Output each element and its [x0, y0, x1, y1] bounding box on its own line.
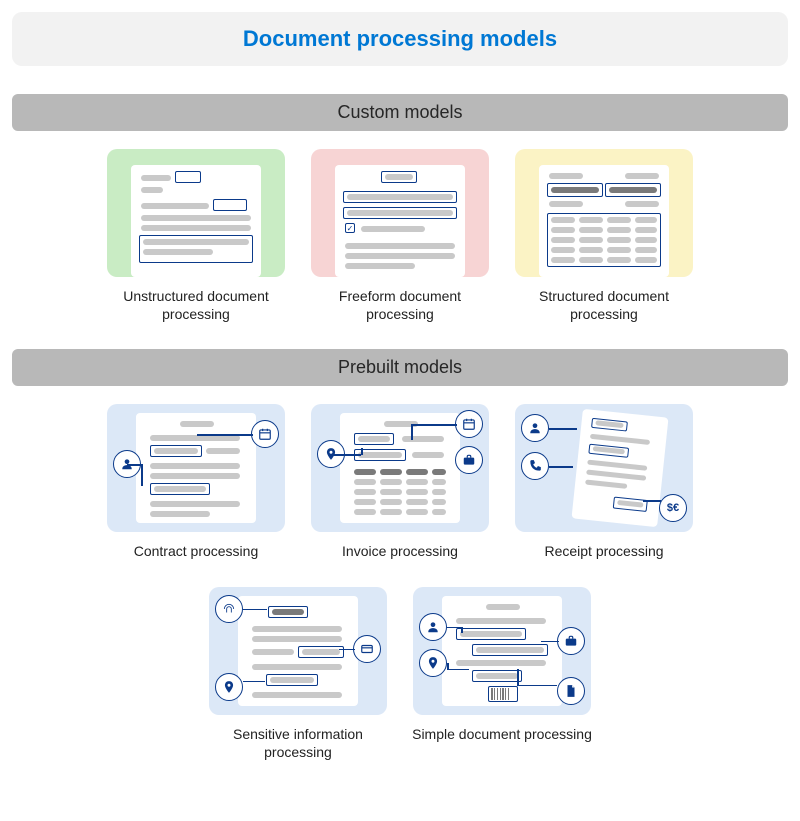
checkbox-icon: ✓	[345, 223, 355, 233]
file-icon	[557, 677, 585, 705]
card-simple: Simple document processing	[412, 587, 592, 761]
card-unstructured: Unstructured document processing	[106, 149, 286, 323]
prebuilt-row-1: Contract processing	[12, 404, 788, 560]
thumb-contract	[107, 404, 285, 532]
currency-icon: $€	[659, 494, 687, 522]
thumb-simple	[413, 587, 591, 715]
fingerprint-icon	[215, 595, 243, 623]
label-freeform: Freeform document processing	[310, 287, 490, 323]
thumb-receipt: $€	[515, 404, 693, 532]
thumb-structured	[515, 149, 693, 277]
thumb-sensitive	[209, 587, 387, 715]
card-icon	[353, 635, 381, 663]
pin-icon	[215, 673, 243, 701]
card-contract: Contract processing	[106, 404, 286, 560]
card-freeform: ✓ Freeform document processing	[310, 149, 490, 323]
thumb-invoice	[311, 404, 489, 532]
page-title: Document processing models	[12, 12, 788, 66]
briefcase-icon	[455, 446, 483, 474]
prebuilt-row-2: Sensitive information processing	[12, 587, 788, 761]
person-icon	[521, 414, 549, 442]
card-receipt: $€ Receipt processing	[514, 404, 694, 560]
label-structured: Structured document processing	[514, 287, 694, 323]
pin-icon	[419, 649, 447, 677]
custom-models-row: Unstructured document processing ✓ Freef…	[12, 149, 788, 323]
thumb-unstructured	[107, 149, 285, 277]
calendar-icon	[251, 420, 279, 448]
section-custom-heading: Custom models	[12, 94, 788, 131]
label-simple: Simple document processing	[412, 725, 592, 743]
thumb-freeform: ✓	[311, 149, 489, 277]
calendar-icon	[455, 410, 483, 438]
phone-icon	[521, 452, 549, 480]
label-sensitive: Sensitive information processing	[208, 725, 388, 761]
person-icon	[419, 613, 447, 641]
card-sensitive: Sensitive information processing	[208, 587, 388, 761]
card-invoice: Invoice processing	[310, 404, 490, 560]
label-invoice: Invoice processing	[342, 542, 458, 560]
section-prebuilt-heading: Prebuilt models	[12, 349, 788, 386]
card-structured: Structured document processing	[514, 149, 694, 323]
label-unstructured: Unstructured document processing	[106, 287, 286, 323]
briefcase-icon	[557, 627, 585, 655]
label-contract: Contract processing	[134, 542, 259, 560]
label-receipt: Receipt processing	[544, 542, 663, 560]
